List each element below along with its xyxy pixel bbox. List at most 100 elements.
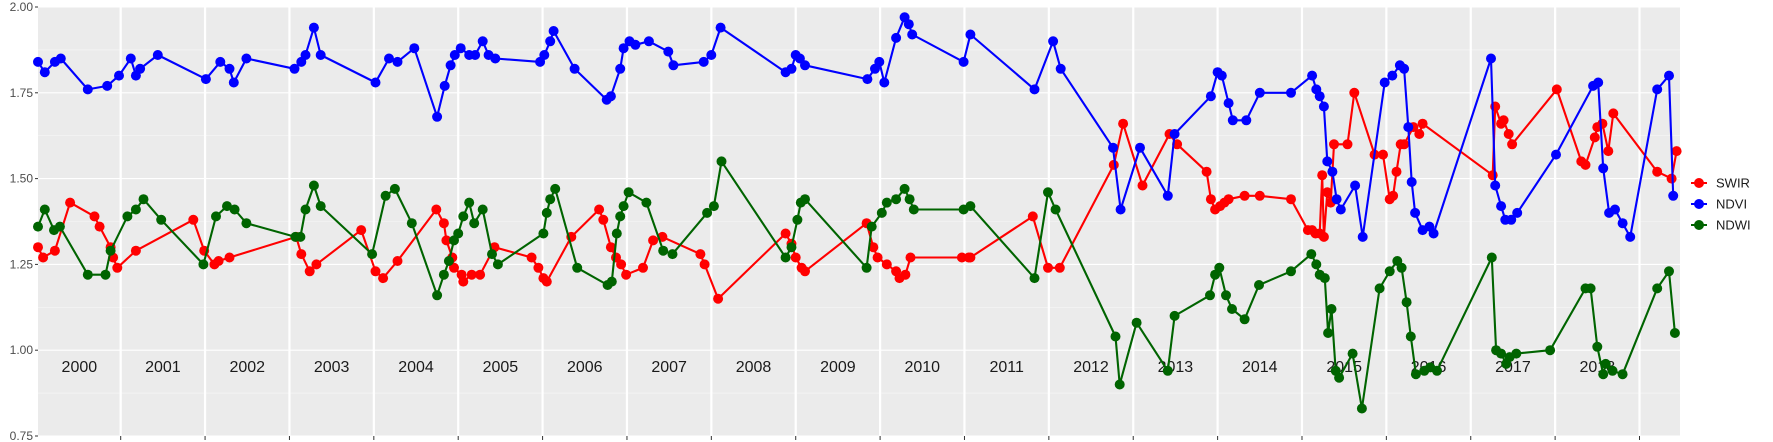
legend-label: NDVI [1716,197,1747,212]
data-point [615,63,626,74]
data-point [1417,118,1428,129]
data-point [1403,122,1414,133]
data-point [304,266,315,277]
data-point [1379,77,1390,88]
data-point [699,259,710,270]
data-point [899,183,910,194]
data-point [868,242,879,253]
data-point [1327,166,1338,177]
data-point [1110,331,1121,342]
data-point [1349,87,1360,98]
data-point [572,262,583,273]
data-point [300,204,311,215]
data-point [1135,142,1145,153]
data-point [1029,273,1040,284]
data-point [1214,262,1225,273]
year-label: 2012 [1073,359,1109,376]
data-point [1331,194,1342,205]
data-point [958,56,969,67]
data-point [780,252,791,263]
data-point [114,70,124,81]
year-label: 2017 [1495,359,1531,376]
data-point [466,269,477,280]
data-point [82,269,93,280]
data-point [477,36,488,47]
year-label: 2006 [567,359,603,376]
data-point [370,77,381,88]
y-axis: 0.75 1.00 1.25 1.50 1.75 2.00 [10,0,38,442]
data-point [224,63,235,74]
data-point [1406,177,1417,187]
data-point [1598,163,1609,174]
data-point [965,201,976,212]
data-point [879,77,890,88]
year-label: 2010 [904,359,940,376]
data-point [900,269,911,280]
data-point [441,235,452,246]
grid-minor [38,49,1680,394]
data-point [1486,53,1496,64]
data-point [200,74,211,85]
data-point [89,211,100,222]
data-point [1114,379,1125,390]
data-point [698,56,709,67]
data-point [384,53,394,64]
data-point [792,214,803,225]
data-point [1319,273,1330,284]
data-point [392,256,403,266]
data-point [908,204,919,215]
data-point [370,266,381,277]
data-point [188,214,199,225]
data-point [548,26,559,36]
data-point [545,36,556,47]
data-point [541,207,552,218]
data-point [800,266,810,277]
year-label: 2014 [1242,359,1278,376]
data-point [630,39,641,50]
series-ndwi [33,156,1680,414]
data-point [1610,204,1620,215]
data-point [315,50,326,60]
data-point [800,60,810,71]
data-point [65,197,76,208]
data-point [1384,266,1395,277]
data-point [112,262,123,273]
data-point [667,249,678,260]
data-point [1254,87,1265,98]
data-point [1589,132,1600,143]
data-point [439,80,450,91]
y-tick-label: 1.00 [10,343,34,357]
data-point [100,269,111,280]
data-point [449,50,460,60]
data-point [453,228,464,239]
data-point [406,218,417,229]
data-point [378,273,389,284]
data-point [1401,297,1412,308]
data-point [648,235,659,246]
data-point [550,183,561,194]
series-ndvi [33,12,1679,242]
data-point [861,262,872,273]
data-point [1334,372,1345,383]
data-point [1043,262,1053,273]
data-point [695,249,706,260]
data-point [594,204,605,215]
data-point [1118,118,1129,129]
data-point [1227,304,1237,314]
data-point [616,259,627,270]
data-point [533,262,544,273]
data-point [1169,310,1180,321]
data-point [1405,331,1416,342]
data-point [1029,84,1040,95]
data-point [445,60,456,71]
data-point [1593,77,1604,88]
data-point [211,211,221,222]
data-point [1050,204,1061,215]
data-point [716,156,727,167]
year-label: 2004 [398,359,434,376]
data-point [1511,348,1522,359]
data-point [1410,369,1421,380]
data-point [702,207,713,218]
data-point [105,245,116,256]
